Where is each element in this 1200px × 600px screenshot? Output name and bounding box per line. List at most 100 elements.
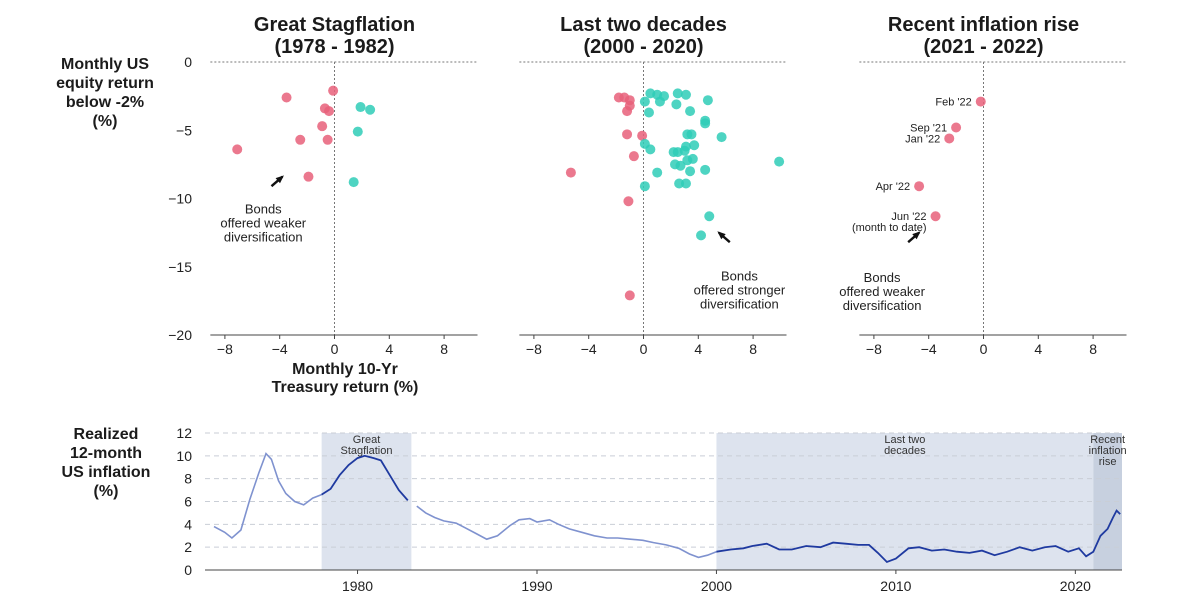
panel-title: Great Stagflation (1978 - 1982) bbox=[254, 14, 415, 58]
data-point bbox=[685, 166, 696, 177]
data-point bbox=[682, 129, 693, 140]
data-point bbox=[914, 181, 925, 192]
annotation-text: Bonds offered stronger diversification bbox=[694, 268, 786, 311]
data-point bbox=[637, 130, 648, 141]
data-point bbox=[645, 144, 656, 155]
shaded-period-label: Great Stagflation bbox=[341, 434, 393, 457]
x-tick-label: 2000 bbox=[701, 578, 732, 594]
scatter-panel-3: −8 −4 0 4 8 Recent inflation rise (2021 - 2022… bbox=[839, 14, 1127, 357]
data-point bbox=[675, 160, 686, 171]
x-tick-label: 4 bbox=[1034, 341, 1042, 357]
y-tick-label: −20 bbox=[168, 327, 192, 343]
x-tick-label: −8 bbox=[866, 341, 882, 357]
data-point bbox=[674, 178, 685, 189]
data-point bbox=[639, 181, 650, 192]
data-point bbox=[317, 121, 328, 132]
x-axis-label: Monthly 10-Yr Treasury return (%) bbox=[272, 361, 419, 396]
inflation-line-chart: Great Stagflation Last two decades Recent inf… bbox=[62, 425, 1127, 594]
y-tick-label: 8 bbox=[184, 471, 192, 487]
x-tick-label: 1990 bbox=[521, 578, 552, 594]
data-point bbox=[355, 102, 366, 113]
x-tick-label: 4 bbox=[694, 341, 702, 357]
data-point bbox=[696, 230, 707, 241]
data-point bbox=[668, 147, 679, 158]
x-tick-label: 8 bbox=[440, 341, 448, 357]
data-point bbox=[623, 196, 634, 207]
annotation-text: Bonds offered weaker diversification bbox=[839, 270, 925, 313]
scatter-panel-2: −8 −4 0 4 8 Last two decades (2000 - 2020) Bond… bbox=[519, 14, 787, 357]
data-point bbox=[622, 129, 633, 140]
point-label: Feb '22 bbox=[935, 97, 971, 109]
y-tick-label: 2 bbox=[184, 539, 192, 555]
x-tick-label: −4 bbox=[581, 341, 597, 357]
data-point bbox=[295, 134, 306, 145]
point-label: Sep '21 bbox=[910, 123, 947, 135]
data-point bbox=[679, 145, 690, 156]
x-tick-label: 0 bbox=[331, 341, 339, 357]
data-point bbox=[324, 106, 335, 117]
x-tick-label: 2020 bbox=[1060, 578, 1091, 594]
y-tick-label: 0 bbox=[184, 54, 192, 70]
y-tick-label: 10 bbox=[176, 448, 192, 464]
data-point bbox=[322, 134, 333, 145]
x-tick-label: −4 bbox=[921, 341, 937, 357]
y-tick-label: 4 bbox=[184, 516, 192, 532]
scatter-panels: −8 −4 0 4 8 0 −5 −10 −15 −20 Great Stagflation (197… bbox=[56, 14, 1127, 396]
data-point bbox=[232, 144, 243, 155]
x-tick-label: 8 bbox=[1089, 341, 1097, 357]
data-point bbox=[643, 107, 654, 118]
y-tick-label: −10 bbox=[168, 191, 192, 207]
data-point bbox=[774, 156, 785, 167]
data-point bbox=[975, 96, 986, 107]
x-tick-label: −4 bbox=[272, 341, 288, 357]
y-tick-label: 12 bbox=[176, 425, 192, 441]
data-point bbox=[672, 88, 683, 99]
data-point bbox=[671, 99, 682, 110]
data-point bbox=[352, 126, 363, 137]
x-tick-label: 8 bbox=[749, 341, 757, 357]
y-tick-label: −5 bbox=[176, 122, 192, 138]
x-tick-label: −8 bbox=[217, 341, 233, 357]
y-tick-label: 6 bbox=[184, 494, 192, 510]
annotation-arrow-head bbox=[912, 231, 921, 240]
panel-title: Recent inflation rise (2021 - 2022) bbox=[888, 14, 1079, 58]
inflation-line-light bbox=[213, 452, 717, 559]
shaded-period-label: Last two decades bbox=[884, 434, 926, 457]
y-axis-label: Realized 12-month US inflation (%) bbox=[62, 426, 151, 500]
x-tick-label: 4 bbox=[385, 341, 393, 357]
data-point bbox=[951, 122, 962, 133]
data-point bbox=[624, 290, 635, 301]
point-label: Jun '22 (month to date) bbox=[852, 211, 927, 234]
data-point bbox=[628, 151, 639, 162]
data-point bbox=[281, 92, 292, 103]
x-tick-label: 1980 bbox=[342, 578, 373, 594]
data-point bbox=[716, 132, 727, 143]
data-point bbox=[680, 178, 691, 189]
data-point bbox=[702, 95, 713, 106]
data-point bbox=[622, 106, 633, 117]
point-label: Apr '22 bbox=[876, 181, 911, 193]
data-point bbox=[348, 177, 359, 188]
data-point bbox=[700, 164, 711, 175]
data-point bbox=[685, 106, 696, 117]
point-label: Jan '22 bbox=[905, 133, 940, 145]
data-point bbox=[682, 155, 693, 166]
panel-title: Last two decades (2000 - 2020) bbox=[560, 14, 727, 58]
data-point bbox=[639, 96, 650, 107]
y-tick-label: 0 bbox=[184, 562, 192, 578]
annotation-text: Bonds offered weaker diversification bbox=[220, 202, 306, 245]
annotation-arrow-head bbox=[275, 175, 284, 184]
y-axis-label: Monthly US equity return below -2% (%) bbox=[56, 56, 154, 130]
x-tick-label: 0 bbox=[640, 341, 648, 357]
data-point bbox=[944, 133, 955, 144]
x-tick-label: 0 bbox=[980, 341, 988, 357]
inflation-line-dark bbox=[321, 454, 1121, 564]
y-tick-label: −15 bbox=[168, 259, 192, 275]
data-point bbox=[680, 89, 691, 100]
data-point bbox=[689, 140, 700, 151]
data-point bbox=[652, 167, 663, 178]
shaded-period bbox=[716, 433, 1094, 570]
data-point bbox=[565, 167, 576, 178]
shaded-period-label: Recent inflation rise bbox=[1089, 434, 1127, 468]
